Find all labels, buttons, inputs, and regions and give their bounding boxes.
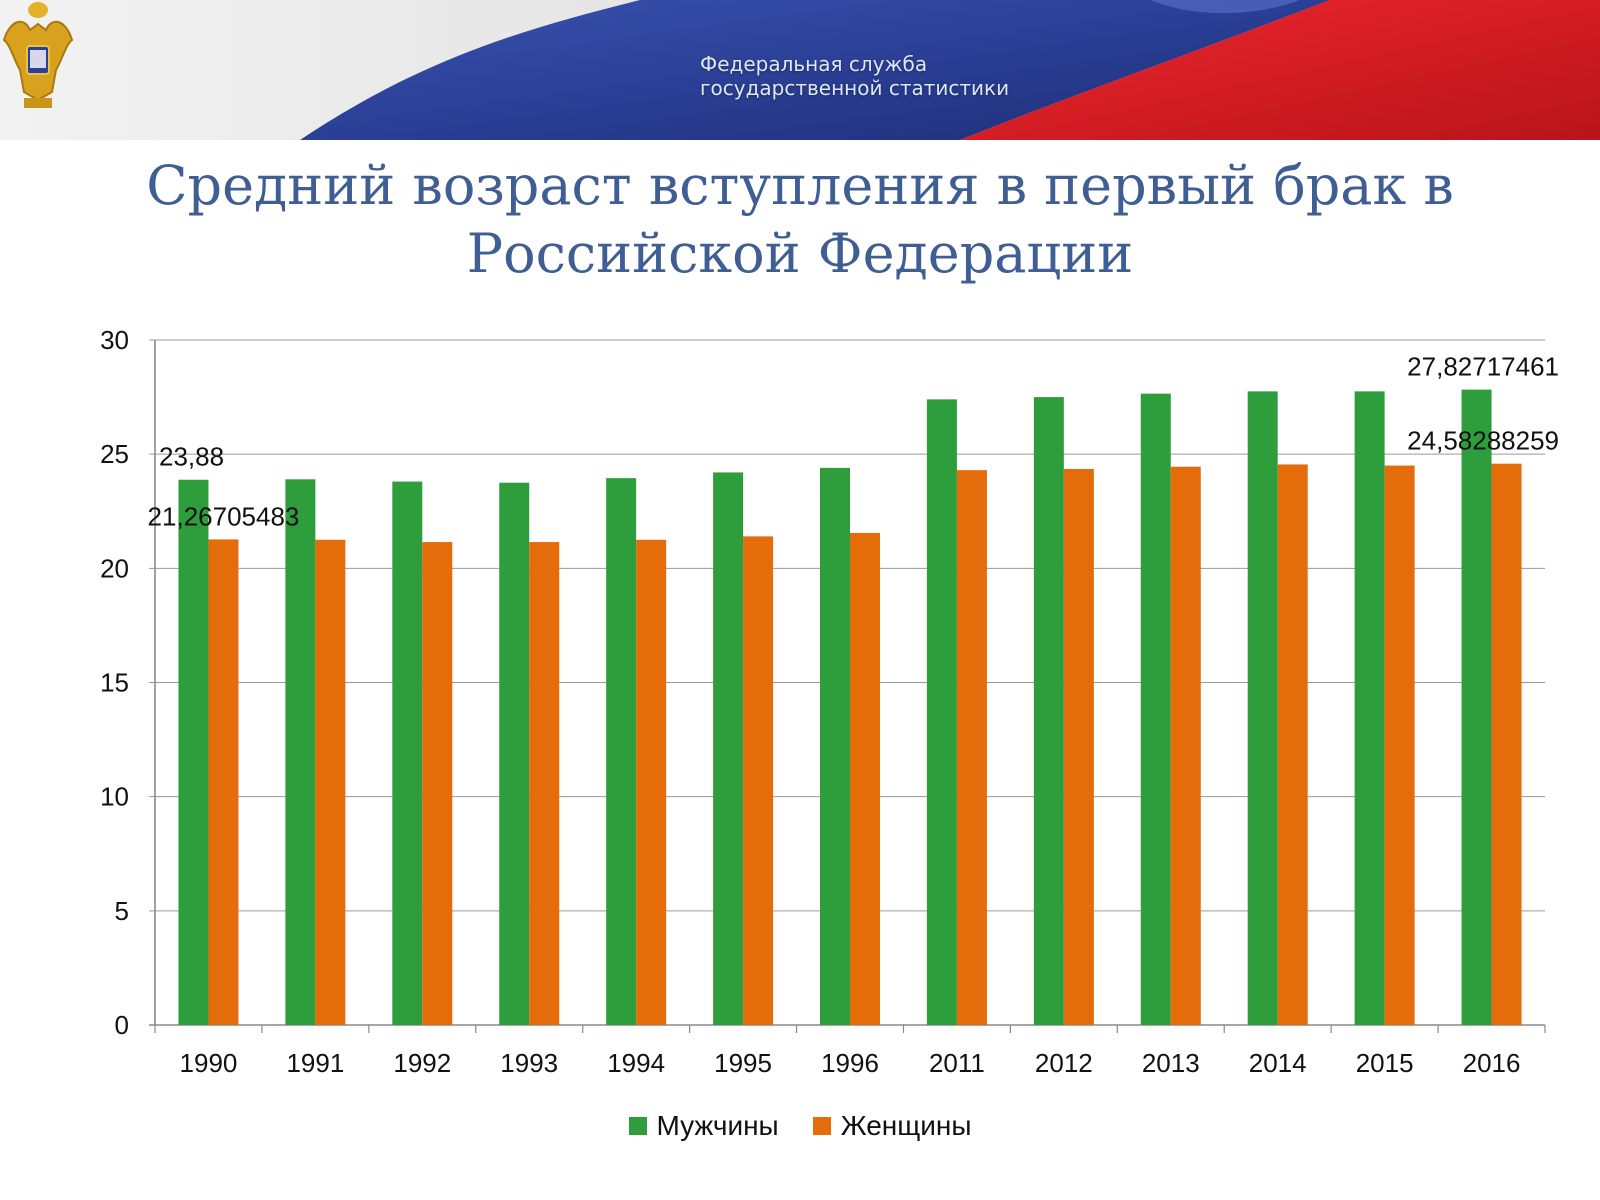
x-tick-label: 1991 [286,1048,344,1078]
x-tick-label: 1996 [821,1048,879,1078]
header-banner: Федеральная служба государственной стати… [0,0,1600,165]
x-tick-label: 1993 [500,1048,558,1078]
bar-women-2012 [1063,469,1094,1026]
bar-women-1992 [422,542,453,1025]
bar-women-1990 [208,539,239,1025]
agency-name: Федеральная служба государственной стати… [700,52,1009,100]
bar-men-1995 [713,472,744,1025]
legend-label-women: Женщины [840,1110,972,1141]
bar-men-1994 [606,478,637,1025]
bar-men-2013 [1140,393,1171,1025]
bar-men-2016 [1461,389,1492,1025]
bar-women-2013 [1170,466,1201,1026]
x-tick-label: 1992 [393,1048,451,1078]
y-tick-label: 20 [100,553,129,583]
page-title: Средний возраст вступления в первый брак… [0,152,1600,288]
x-tick-label: 2014 [1249,1048,1307,1078]
bar-men-1991 [285,479,316,1025]
x-tick-label: 1995 [714,1048,772,1078]
bar-women-1995 [743,536,774,1025]
y-tick-label: 30 [100,325,129,355]
bar-women-1994 [636,539,667,1025]
double-headed-eagle-icon [2,2,74,108]
legend-label-men: Мужчины [656,1110,779,1141]
bar-women-2011 [956,470,987,1025]
chart-area: 0 5 10 15 20 25 30 1990 1991 1992 1993 1994 1995 1996… [0,320,1600,1200]
bar-men-1992 [392,481,423,1025]
legend-swatch-men [628,1117,647,1135]
data-label-women-2016: 24,58288259 [1407,426,1559,456]
bar-women-2016 [1491,463,1522,1025]
y-tick-label: 0 [115,1010,129,1040]
x-tick-label: 2011 [929,1048,985,1078]
y-tick-label: 25 [100,439,129,469]
bar-men-2011 [926,399,957,1025]
bar-men-2012 [1033,397,1064,1025]
x-tick-label: 1990 [180,1048,238,1078]
bar-men-2015 [1354,391,1385,1025]
bar-men-1990 [178,479,209,1025]
x-tick-label: 1994 [607,1048,665,1078]
data-label-women-1990: 21,26705483 [148,501,300,531]
agency-name-line1: Федеральная служба [700,52,928,76]
x-tick-label: 2013 [1142,1048,1200,1078]
bar-chart: 0 5 10 15 20 25 30 1990 1991 1992 1993 1994 1995 1996… [100,325,1559,1078]
bar-women-2015 [1384,465,1415,1025]
legend-swatch-women [812,1117,831,1135]
agency-name-line2: государственной статистики [700,76,1010,100]
bar-women-1991 [315,539,346,1025]
flag-backdrop [0,0,1600,165]
chart-legend: Мужчины Женщины [0,1110,1600,1142]
y-tick-label: 10 [100,782,129,812]
page-title-line1: Средний возраст вступления в первый брак… [146,154,1454,217]
bar-men-1993 [499,482,530,1025]
bar-women-1996 [850,532,880,1025]
data-label-men-1990: 23,88 [159,442,224,472]
legend-item-women: Женщины [812,1110,972,1142]
x-tick-label: 2012 [1035,1048,1093,1078]
y-tick-label: 5 [115,896,129,926]
bar-women-2014 [1277,464,1308,1025]
legend-item-men: Мужчины [628,1110,779,1142]
bar-women-1993 [529,542,560,1025]
data-label-men-2016: 27,82717461 [1407,352,1559,382]
x-tick-label: 2016 [1463,1048,1521,1078]
y-tick-label: 15 [100,668,129,698]
bar-men-2014 [1247,391,1278,1025]
x-tick-label: 2015 [1356,1048,1414,1078]
bar-men-1996 [820,467,850,1025]
page-title-line2: Российской Федерации [466,222,1134,285]
